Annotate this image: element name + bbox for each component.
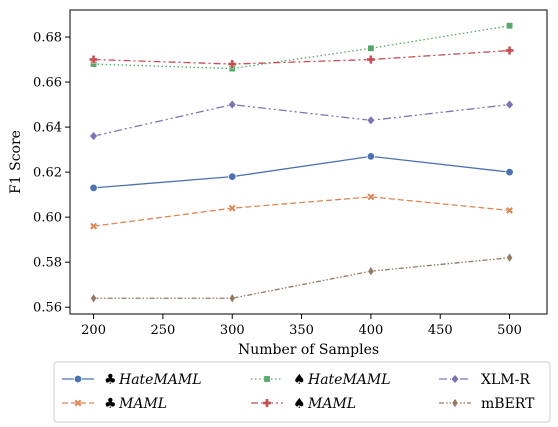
data-point [228, 172, 237, 181]
legend-label: HateMAML [307, 372, 391, 388]
x-tick-label: 350 [289, 323, 314, 338]
series-line [93, 49, 510, 65]
series-3 [89, 46, 514, 69]
data-point [367, 44, 375, 52]
legend-item: mBERT [439, 396, 535, 412]
series-line [93, 25, 510, 70]
legend-item: ♣ HateMAML [62, 372, 202, 388]
x-tick-label: 250 [150, 323, 175, 338]
data-point [228, 204, 237, 213]
legend-label: MAML [118, 396, 167, 412]
x-tick-label: 300 [220, 323, 245, 338]
legend-label: mBERT [481, 396, 535, 412]
data-point [89, 222, 98, 231]
legend-symbol: ♣ [104, 396, 117, 412]
legend-box [53, 361, 551, 423]
legend-label: HateMAML [118, 372, 202, 388]
legend-marker [451, 398, 459, 408]
data-point [227, 59, 237, 69]
data-point [505, 206, 514, 215]
series-layer [89, 22, 514, 304]
data-point [366, 152, 376, 161]
legend-item: XLM-R [439, 372, 530, 388]
data-point [228, 293, 236, 304]
x-axis-ticks: 200 250 300 350 400 450 500 [81, 314, 522, 338]
x-tick-label: 200 [81, 323, 106, 338]
legend-item: ♣ MAML [62, 396, 167, 412]
legend-item: ♠ HateMAML [251, 372, 391, 388]
legend-item: ♠ MAML [251, 396, 356, 412]
data-point [505, 99, 514, 110]
legend-marker [263, 375, 271, 383]
data-point [505, 46, 514, 55]
x-axis-label: Number of Samples [238, 342, 379, 358]
x-tick-label: 400 [358, 323, 383, 338]
series-line [93, 257, 510, 299]
series-5 [90, 252, 513, 304]
data-point [506, 22, 514, 30]
data-point [367, 266, 375, 277]
legend-marker [262, 398, 272, 408]
data-point [89, 55, 98, 64]
y-tick-label: 0.62 [33, 166, 62, 181]
y-tick-label: 0.60 [33, 211, 62, 226]
legend-label: MAML [307, 396, 356, 412]
data-point [367, 193, 375, 201]
legend-marker [74, 399, 82, 407]
data-point [366, 115, 376, 126]
y-axis-label: F1 Score [8, 130, 24, 194]
series-1 [89, 193, 514, 231]
y-tick-label: 0.56 [33, 301, 62, 316]
series-4 [89, 99, 514, 142]
legend-marker [73, 374, 83, 384]
legend-marker [450, 374, 460, 384]
y-tick-label: 0.66 [33, 76, 62, 91]
series-2 [90, 22, 514, 73]
plot-frame [69, 9, 548, 315]
data-point [89, 131, 98, 142]
y-tick-label: 0.68 [33, 31, 62, 46]
y-tick-label: 0.58 [33, 256, 62, 271]
series-line [93, 196, 510, 227]
x-tick-label: 450 [428, 323, 453, 338]
data-point [90, 293, 97, 304]
legend-symbol: ♠ [293, 372, 306, 388]
legend-symbol: ♠ [293, 396, 306, 412]
data-point [505, 167, 514, 177]
series-line [93, 103, 510, 137]
legend-symbol: ♣ [104, 372, 117, 388]
data-point [506, 252, 513, 263]
data-point [89, 183, 98, 193]
y-tick-label: 0.64 [33, 121, 62, 136]
legend-label: XLM-R [481, 372, 530, 388]
data-point [366, 55, 376, 64]
y-axis-ticks: 0.56 0.58 0.60 0.62 0.64 0.66 0.68 [33, 31, 70, 316]
series-0 [89, 152, 514, 193]
data-point [227, 99, 237, 110]
x-tick-label: 500 [497, 323, 522, 338]
series-line [93, 155, 510, 189]
